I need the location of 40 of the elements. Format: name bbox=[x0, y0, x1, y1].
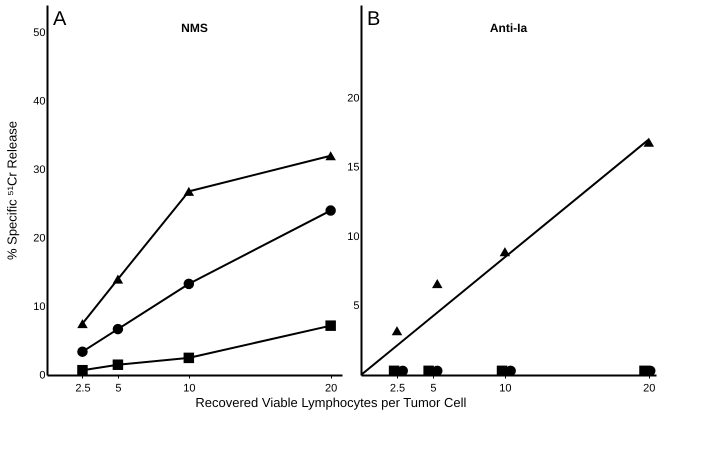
point bbox=[77, 319, 88, 328]
text: NMS bbox=[181, 21, 208, 35]
annotation: B bbox=[367, 8, 380, 30]
point bbox=[112, 359, 124, 370]
y-tick-label: 40 bbox=[33, 95, 46, 108]
y-tick-label: 50 bbox=[33, 26, 46, 39]
x-tick-label: 20 bbox=[325, 382, 338, 394]
x-tick-label: 20 bbox=[643, 382, 656, 394]
point bbox=[184, 278, 194, 290]
x-tick-label: 2.5 bbox=[390, 382, 406, 394]
point bbox=[325, 320, 336, 331]
text: Anti-Ia bbox=[490, 21, 528, 35]
x-tick-label: 5 bbox=[115, 382, 122, 394]
x-tick-label: 10 bbox=[499, 382, 512, 394]
y-tick-label: 30 bbox=[33, 164, 46, 176]
x-tick-label: 2.5 bbox=[75, 382, 91, 394]
y-tick-label: 10 bbox=[347, 230, 360, 243]
point bbox=[112, 274, 124, 284]
point bbox=[325, 151, 336, 160]
annotation: A bbox=[53, 8, 67, 30]
y-tick-label: 20 bbox=[347, 92, 360, 104]
point bbox=[77, 364, 88, 376]
y-axis-title: % Specific ⁵¹Cr Release bbox=[4, 120, 20, 260]
point bbox=[112, 324, 124, 334]
point bbox=[184, 352, 194, 364]
y-tick-label: 10 bbox=[33, 300, 46, 313]
y-tick-label: 15 bbox=[347, 162, 360, 174]
point bbox=[325, 205, 336, 216]
x-tick-label: 10 bbox=[183, 382, 196, 394]
y-tick-label: 0 bbox=[39, 370, 46, 382]
y-tick-label: 20 bbox=[33, 232, 46, 244]
point bbox=[392, 326, 402, 336]
point bbox=[432, 279, 443, 288]
point bbox=[77, 346, 88, 357]
point bbox=[644, 138, 654, 147]
y-tick-label: 5 bbox=[353, 300, 360, 312]
point bbox=[500, 247, 510, 256]
point bbox=[184, 186, 194, 196]
x-axis-title: Recovered Viable Lymphocytes per Tumor Cell bbox=[195, 395, 466, 410]
x-tick-label: 5 bbox=[430, 382, 437, 394]
